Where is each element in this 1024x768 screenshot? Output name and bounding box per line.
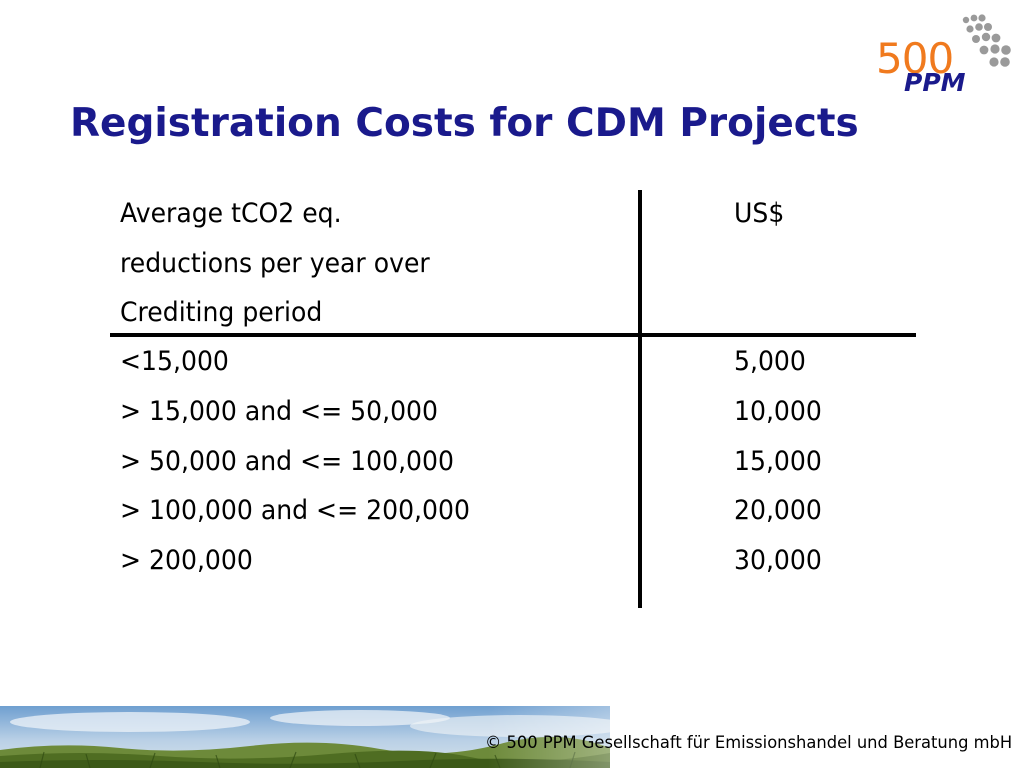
footer-copyright: © 500 PPM Gesellschaft für Emissionshand… — [484, 733, 1012, 753]
company-logo: 500 PPM — [872, 12, 1018, 98]
table-header-currency: US$ — [734, 198, 785, 229]
logo-number: 500 — [876, 34, 954, 83]
table-column-divider — [638, 190, 642, 608]
table-cell-range: > 15,000 and <= 50,000 — [120, 396, 439, 427]
table-cell-range: <15,000 — [120, 346, 229, 377]
table-cell-cost: 5,000 — [734, 346, 806, 377]
table-cell-cost: 30,000 — [734, 545, 822, 576]
table-header-line: Average tCO2 eq. — [120, 198, 342, 229]
table-header-line: Crediting period — [120, 297, 323, 328]
table-header-line: reductions per year over — [120, 248, 430, 279]
logo-acronym: PPM — [904, 68, 966, 97]
table-cell-cost: 15,000 — [734, 446, 822, 477]
table-cell-cost: 20,000 — [734, 495, 822, 526]
table-cell-range: > 50,000 and <= 100,000 — [120, 446, 454, 477]
table-header-divider — [110, 333, 916, 337]
table-cell-range: > 100,000 and <= 200,000 — [120, 495, 470, 526]
page-title: Registration Costs for CDM Projects — [70, 101, 859, 146]
footer-landscape-image — [0, 706, 610, 768]
table-cell-range: > 200,000 — [120, 545, 253, 576]
dots-arc-icon — [962, 14, 1011, 67]
table-cell-cost: 10,000 — [734, 396, 822, 427]
